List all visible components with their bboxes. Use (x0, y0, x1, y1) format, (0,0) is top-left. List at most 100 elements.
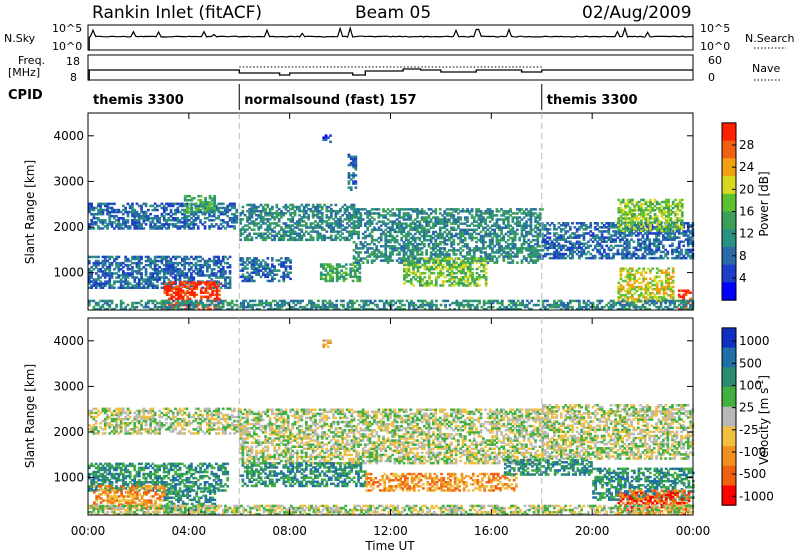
range-cell (557, 242, 561, 245)
range-cell (151, 274, 155, 277)
range-cell (335, 275, 339, 279)
range-cell (226, 204, 230, 208)
range-cell (582, 232, 586, 235)
range-cell (466, 265, 470, 269)
range-cell (165, 223, 168, 226)
range-cell (359, 220, 363, 223)
range-cell (92, 284, 96, 287)
range-cell (445, 243, 449, 246)
range-cell (318, 212, 322, 215)
range-cell (291, 230, 295, 233)
range-cell (305, 238, 308, 242)
range-cell (448, 255, 451, 258)
range-cell (666, 250, 670, 254)
range-cell (193, 285, 196, 288)
range-cell (348, 214, 351, 217)
range-cell (196, 217, 200, 220)
range-cell (379, 259, 383, 262)
range-cell (339, 230, 342, 233)
range-cell (457, 236, 460, 240)
range-cell (361, 257, 365, 260)
range-cell (228, 263, 232, 267)
range-cell (255, 218, 258, 221)
range-cell (250, 236, 254, 240)
range-cell (97, 210, 100, 214)
range-cell (618, 252, 622, 256)
range-cell (316, 230, 320, 233)
range-cell (352, 261, 356, 264)
range-cell (425, 251, 428, 254)
range-cell (495, 257, 499, 260)
range-cell (448, 208, 451, 211)
range-cell (193, 287, 196, 290)
range-cell (178, 227, 182, 230)
range-cell (167, 272, 171, 275)
range-cell (261, 259, 265, 262)
range-cell (391, 212, 394, 215)
range-cell (190, 272, 193, 275)
range-cell (400, 226, 403, 229)
range-cell (432, 210, 435, 213)
range-cell (218, 305, 221, 309)
range-cell (280, 261, 283, 264)
range-cell (212, 268, 216, 271)
range-cell (434, 224, 438, 227)
range-cell (273, 265, 276, 268)
range-cell (210, 272, 214, 275)
range-cell (478, 284, 481, 287)
range-cell (635, 209, 639, 212)
range-cell (144, 272, 148, 275)
range-cell (329, 279, 332, 283)
range-cell (250, 205, 254, 209)
range-cell (210, 270, 214, 273)
range-cell (443, 280, 447, 283)
range-cell (689, 248, 692, 252)
range-cell (156, 219, 159, 222)
range-cell (94, 255, 98, 259)
range-cell (311, 238, 315, 242)
range-cell (99, 202, 102, 206)
range-cell (117, 263, 121, 267)
range-cell (250, 263, 254, 266)
range-cell (587, 240, 590, 243)
range-cell (334, 214, 338, 217)
range-cell (409, 216, 413, 219)
range-cell (137, 204, 141, 208)
range-cell (156, 286, 159, 289)
range-cell (268, 236, 272, 240)
range-cell (370, 234, 374, 238)
range-cell (589, 244, 593, 248)
range-cell (434, 216, 438, 219)
range-cell (169, 259, 173, 263)
range-cell (671, 279, 675, 283)
range-cell (284, 275, 288, 279)
range-cell (211, 281, 214, 284)
range-cell (156, 227, 159, 230)
range-cell (357, 247, 360, 250)
range-cell (215, 261, 218, 265)
range-cell (468, 251, 472, 254)
range-cell (108, 223, 112, 226)
range-cell (345, 207, 349, 211)
range-cell (224, 284, 227, 287)
range-cell (215, 274, 218, 277)
range-cell (135, 284, 139, 287)
range-cell (427, 224, 431, 227)
range-cell (504, 232, 508, 236)
range-cell (221, 274, 225, 277)
range-cell (124, 210, 127, 214)
range-cell (128, 225, 132, 228)
range-cell (208, 263, 211, 267)
range-cell (210, 278, 214, 281)
range-cell (470, 255, 474, 258)
range-cell (160, 227, 164, 230)
range-cell (208, 219, 211, 222)
range-cell (470, 228, 474, 232)
range-cell (211, 199, 214, 202)
range-cell (411, 234, 415, 238)
range-cell (671, 267, 675, 270)
range-cell (335, 265, 339, 268)
range-cell (246, 209, 249, 213)
range-cell (635, 200, 639, 204)
